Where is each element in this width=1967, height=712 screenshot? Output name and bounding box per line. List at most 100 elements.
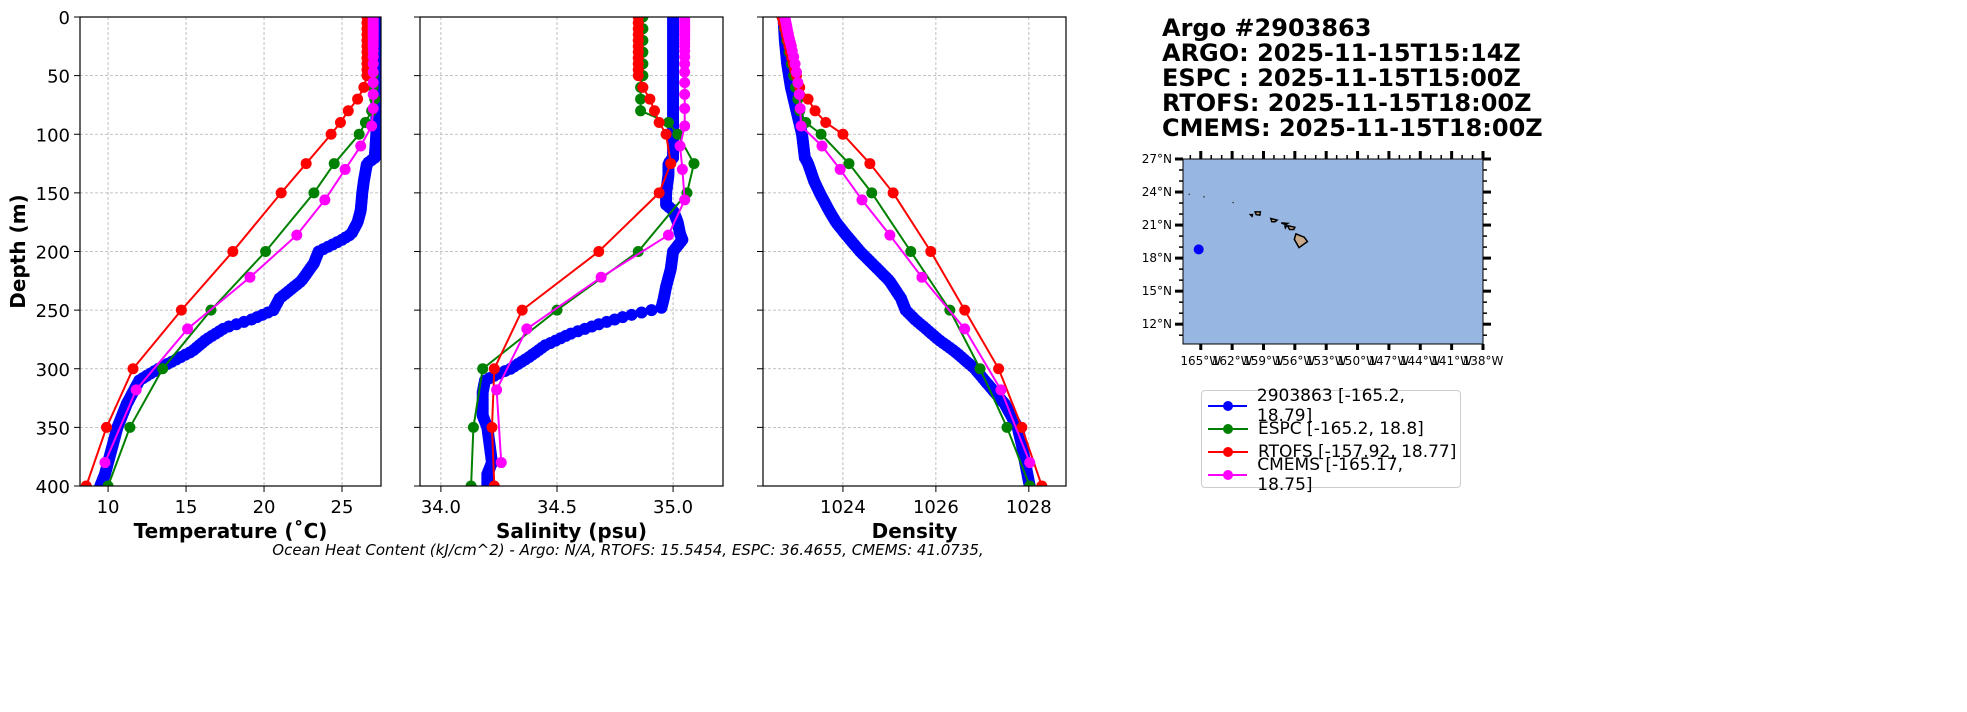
marker-cmems: [792, 77, 804, 89]
island: [1283, 225, 1288, 230]
islet: [1232, 201, 1234, 204]
legend-swatch: [1208, 468, 1248, 482]
panel-density: 1024 1026 1028 Density: [757, 16, 1067, 543]
argo-marker: [635, 306, 648, 319]
marker-cmems: [916, 271, 928, 283]
marker-cmems: [856, 194, 868, 206]
marker-cmems: [521, 323, 533, 335]
island: [1280, 222, 1291, 226]
marker-rtofs: [101, 421, 113, 433]
lat-label: 27°N: [1142, 152, 1172, 166]
marker-cmems: [679, 77, 691, 89]
marker-cmems: [834, 163, 846, 175]
marker-espc: [688, 158, 700, 170]
marker-cmems: [662, 229, 674, 241]
lon-label: 141°W: [1431, 354, 1472, 368]
y-tick-label: 200: [36, 243, 70, 264]
marker-cmems: [793, 88, 805, 100]
title-line-argo: ARGO: 2025-11-15T15:14Z: [1162, 39, 1521, 67]
marker-rtofs: [665, 158, 677, 170]
marker-cmems: [491, 384, 503, 396]
axes-frame: [79, 16, 382, 487]
lon-label: 138°W: [1463, 354, 1504, 368]
marker-espc: [465, 480, 477, 486]
marker-rtofs: [644, 93, 656, 105]
marker-espc: [308, 187, 320, 199]
legend-item-espc: ESPC [-165.2, 18.8]: [1208, 417, 1460, 440]
marker-cmems: [679, 58, 691, 70]
legend-label: RTOFS [-157.92, 18.77]: [1258, 441, 1457, 462]
marker-espc: [815, 128, 827, 140]
marker-espc: [1024, 480, 1036, 486]
marker-cmems: [816, 140, 828, 152]
series-group: [776, 17, 1048, 486]
marker-espc: [102, 480, 114, 486]
marker-espc: [551, 304, 563, 316]
marker-rtofs: [802, 93, 814, 105]
marker-cmems: [99, 457, 111, 469]
axes-frame: [762, 16, 1067, 487]
title-line-rtofs: RTOFS: 2025-11-15T18:00Z: [1162, 89, 1532, 117]
marker-rtofs: [637, 81, 649, 93]
marker-espc: [1001, 421, 1013, 433]
island: [1286, 224, 1296, 231]
lon-label: 144°W: [1400, 354, 1441, 368]
legend-label: CMEMS [-165.17, 18.75]: [1257, 454, 1404, 495]
marker-rtofs: [175, 304, 187, 316]
marker-rtofs: [632, 70, 644, 82]
marker-rtofs: [820, 117, 832, 129]
marker-rtofs: [1036, 480, 1048, 486]
lon-label: 153°W: [1306, 354, 1347, 368]
legend: 2903863 [-165.2, 18.79] ESPC [-165.2, 18…: [1201, 386, 1461, 495]
marker-cmems: [679, 66, 691, 78]
marker-espc: [843, 158, 855, 170]
lat-label: 21°N: [1142, 218, 1172, 232]
marker-espc: [124, 421, 136, 433]
marker-cmems: [789, 58, 801, 70]
x-tick-label: 25: [331, 497, 354, 518]
figure-title: Argo #2903863 ARGO: 2025-11-15T15:14Z ES…: [1162, 16, 1543, 141]
marker-rtofs: [1016, 421, 1028, 433]
x-axis-label: Density: [872, 519, 958, 543]
y-tick-label: 300: [36, 360, 70, 381]
legend-item-rtofs: RTOFS [-157.92, 18.77]: [1208, 440, 1460, 463]
x-tick-label: 10: [97, 497, 120, 518]
marker-rtofs: [837, 128, 849, 140]
marker-rtofs: [334, 117, 346, 129]
legend-item-cmems: CMEMS [-165.17, 18.75]: [1208, 455, 1460, 495]
marker-rtofs: [993, 363, 1005, 375]
lon-label: 165°W: [1180, 354, 1221, 368]
islet: [1203, 195, 1205, 198]
island: [1248, 213, 1254, 218]
x-axis-label: Temperature (˚C): [134, 519, 328, 543]
marker-cmems: [679, 88, 691, 100]
marker-rtofs: [80, 480, 92, 486]
marker-cmems: [790, 66, 802, 78]
marker-rtofs: [649, 105, 661, 117]
island: [1254, 211, 1262, 217]
title-line-espc: ESPC : 2025-11-15T15:00Z: [1162, 64, 1521, 92]
ocean-heat-content-caption: Ocean Heat Content (kJ/cm^2) - Argo: N/A…: [272, 541, 984, 559]
marker-cmems: [595, 271, 607, 283]
lon-label: 159°W: [1243, 354, 1284, 368]
marker-cmems: [367, 77, 379, 89]
series-line-cmems: [495, 17, 686, 463]
marker-cmems: [1024, 457, 1036, 469]
marker-cmems: [679, 120, 691, 132]
marker-rtofs: [887, 187, 899, 199]
marker-rtofs: [352, 93, 364, 105]
marker-cmems: [674, 140, 686, 152]
marker-rtofs: [300, 158, 312, 170]
marker-rtofs: [653, 117, 665, 129]
legend-item-argo: 2903863 [-165.2, 18.79]: [1208, 386, 1460, 426]
ocean-background: [1183, 159, 1483, 344]
argo-float-location: [1193, 244, 1204, 255]
marker-espc: [157, 363, 169, 375]
title-line-float: Argo #2903863: [1162, 14, 1372, 42]
marker-cmems: [794, 102, 806, 114]
series-group: [465, 17, 700, 486]
lat-label: 24°N: [1142, 185, 1172, 199]
marker-cmems: [995, 384, 1007, 396]
x-tick-label: 1026: [913, 497, 959, 518]
